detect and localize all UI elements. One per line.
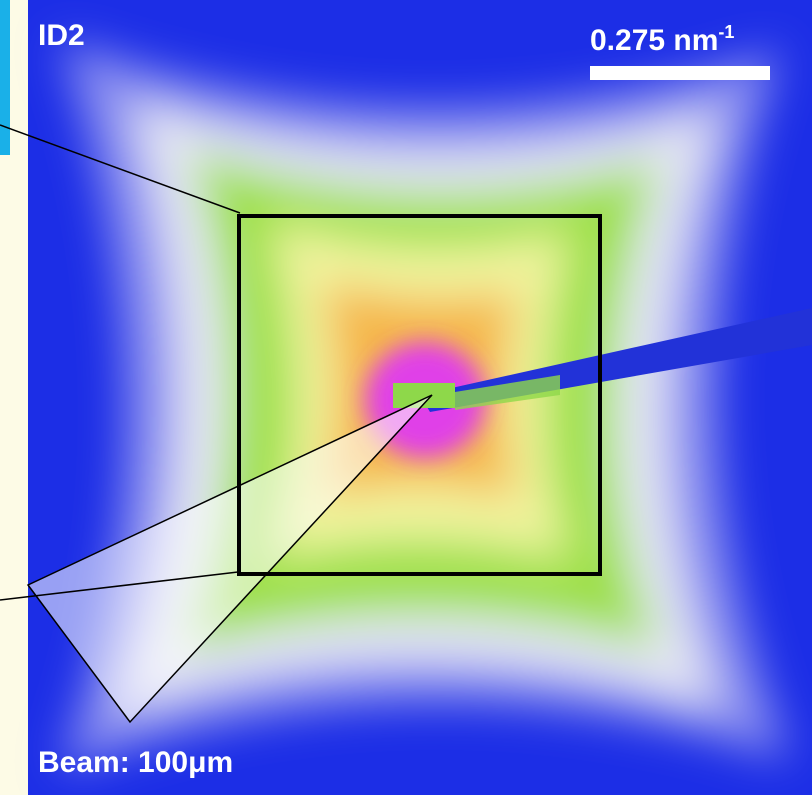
beam-label: Beam: 100μm xyxy=(38,746,233,779)
id-label: ID2 xyxy=(38,19,85,52)
scale-label: 0.275 nm-1 xyxy=(590,22,734,57)
scale-exponent: -1 xyxy=(718,22,734,42)
scale-text: 0.275 nm xyxy=(590,24,718,57)
side-tab xyxy=(0,0,10,155)
figure: ID2 0.275 nm-1 Beam: 100μm xyxy=(0,0,812,795)
page: ID2 0.275 nm-1 Beam: 100μm (() => { cons… xyxy=(0,0,812,795)
scale-bar xyxy=(590,66,770,80)
